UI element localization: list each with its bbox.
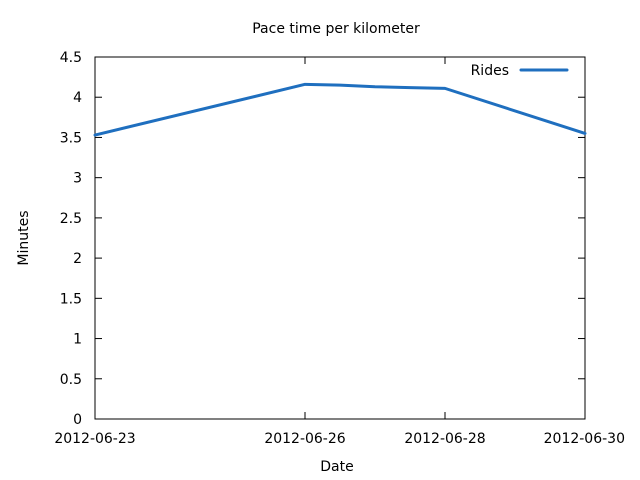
y-tick-label: 2 <box>73 251 82 267</box>
legend: Rides <box>471 63 569 79</box>
y-tick-label: 0 <box>73 412 82 428</box>
x-axis-label: Date <box>320 459 353 475</box>
series-layer <box>93 82 587 137</box>
y-tick-label: 3 <box>73 171 82 187</box>
y-axis-label: Minutes <box>16 210 32 265</box>
x-tick-label: 2012-06-28 <box>404 431 485 447</box>
y-tick-label: 2.5 <box>60 211 82 227</box>
series-line-rides <box>93 82 587 137</box>
x-tick-label: 2012-06-26 <box>264 431 345 447</box>
y-axis: 0 0.5 1 1.5 2 2.5 3 3.5 4 4.5 <box>60 50 585 428</box>
y-tick-label: 4.5 <box>60 50 82 66</box>
x-axis: 2012-06-23 2012-06-26 2012-06-28 2012-06-30 <box>54 57 625 447</box>
y-tick-label: 1 <box>73 332 82 348</box>
y-tick-label: 1.5 <box>60 291 82 307</box>
plot-frame <box>94 56 586 420</box>
x-tick-label: 2012-06-30 <box>544 431 625 447</box>
y-tick-label: 3.5 <box>60 130 82 146</box>
legend-label-rides: Rides <box>471 63 509 79</box>
x-tick-label: 2012-06-23 <box>54 431 135 447</box>
chart-title: Pace time per kilometer <box>252 21 420 37</box>
y-tick-label: 0.5 <box>60 372 82 388</box>
y-tick-label: 4 <box>73 90 82 106</box>
